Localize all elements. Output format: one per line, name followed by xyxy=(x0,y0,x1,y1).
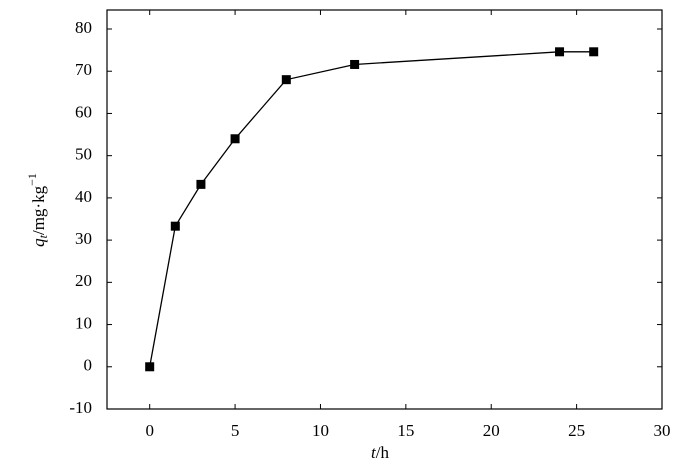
x-axis-label: t/h xyxy=(371,443,389,462)
x-tick-label: 25 xyxy=(568,421,585,440)
y-tick-label: 80 xyxy=(75,18,92,37)
y-tick-label: 10 xyxy=(75,313,92,332)
x-tick-label: 5 xyxy=(231,421,240,440)
x-tick-label: 10 xyxy=(312,421,329,440)
data-line xyxy=(149,51,594,367)
data-point xyxy=(170,221,180,231)
data-point xyxy=(281,75,291,85)
data-point xyxy=(230,134,240,144)
y-tick-label: 0 xyxy=(84,356,93,375)
data-point xyxy=(196,179,206,189)
data-point xyxy=(555,47,565,57)
x-tick-label: 15 xyxy=(397,421,414,440)
y-tick-label: 20 xyxy=(75,271,92,290)
x-tick-label: 0 xyxy=(145,421,154,440)
y-tick-label: 30 xyxy=(75,229,92,248)
y-tick-label: 40 xyxy=(75,187,92,206)
data-point xyxy=(145,362,155,372)
x-tick-label: 30 xyxy=(654,421,671,440)
y-tick-label: 70 xyxy=(75,60,92,79)
y-axis-label: qt/mg·kg−1 xyxy=(25,173,50,247)
x-tick-label: 20 xyxy=(483,421,500,440)
data-point xyxy=(589,47,599,57)
data-point xyxy=(350,59,360,69)
y-tick-label: 60 xyxy=(75,102,92,121)
plot-frame xyxy=(106,9,663,410)
y-tick-label: 50 xyxy=(75,145,92,164)
y-tick-label: -10 xyxy=(69,398,92,417)
